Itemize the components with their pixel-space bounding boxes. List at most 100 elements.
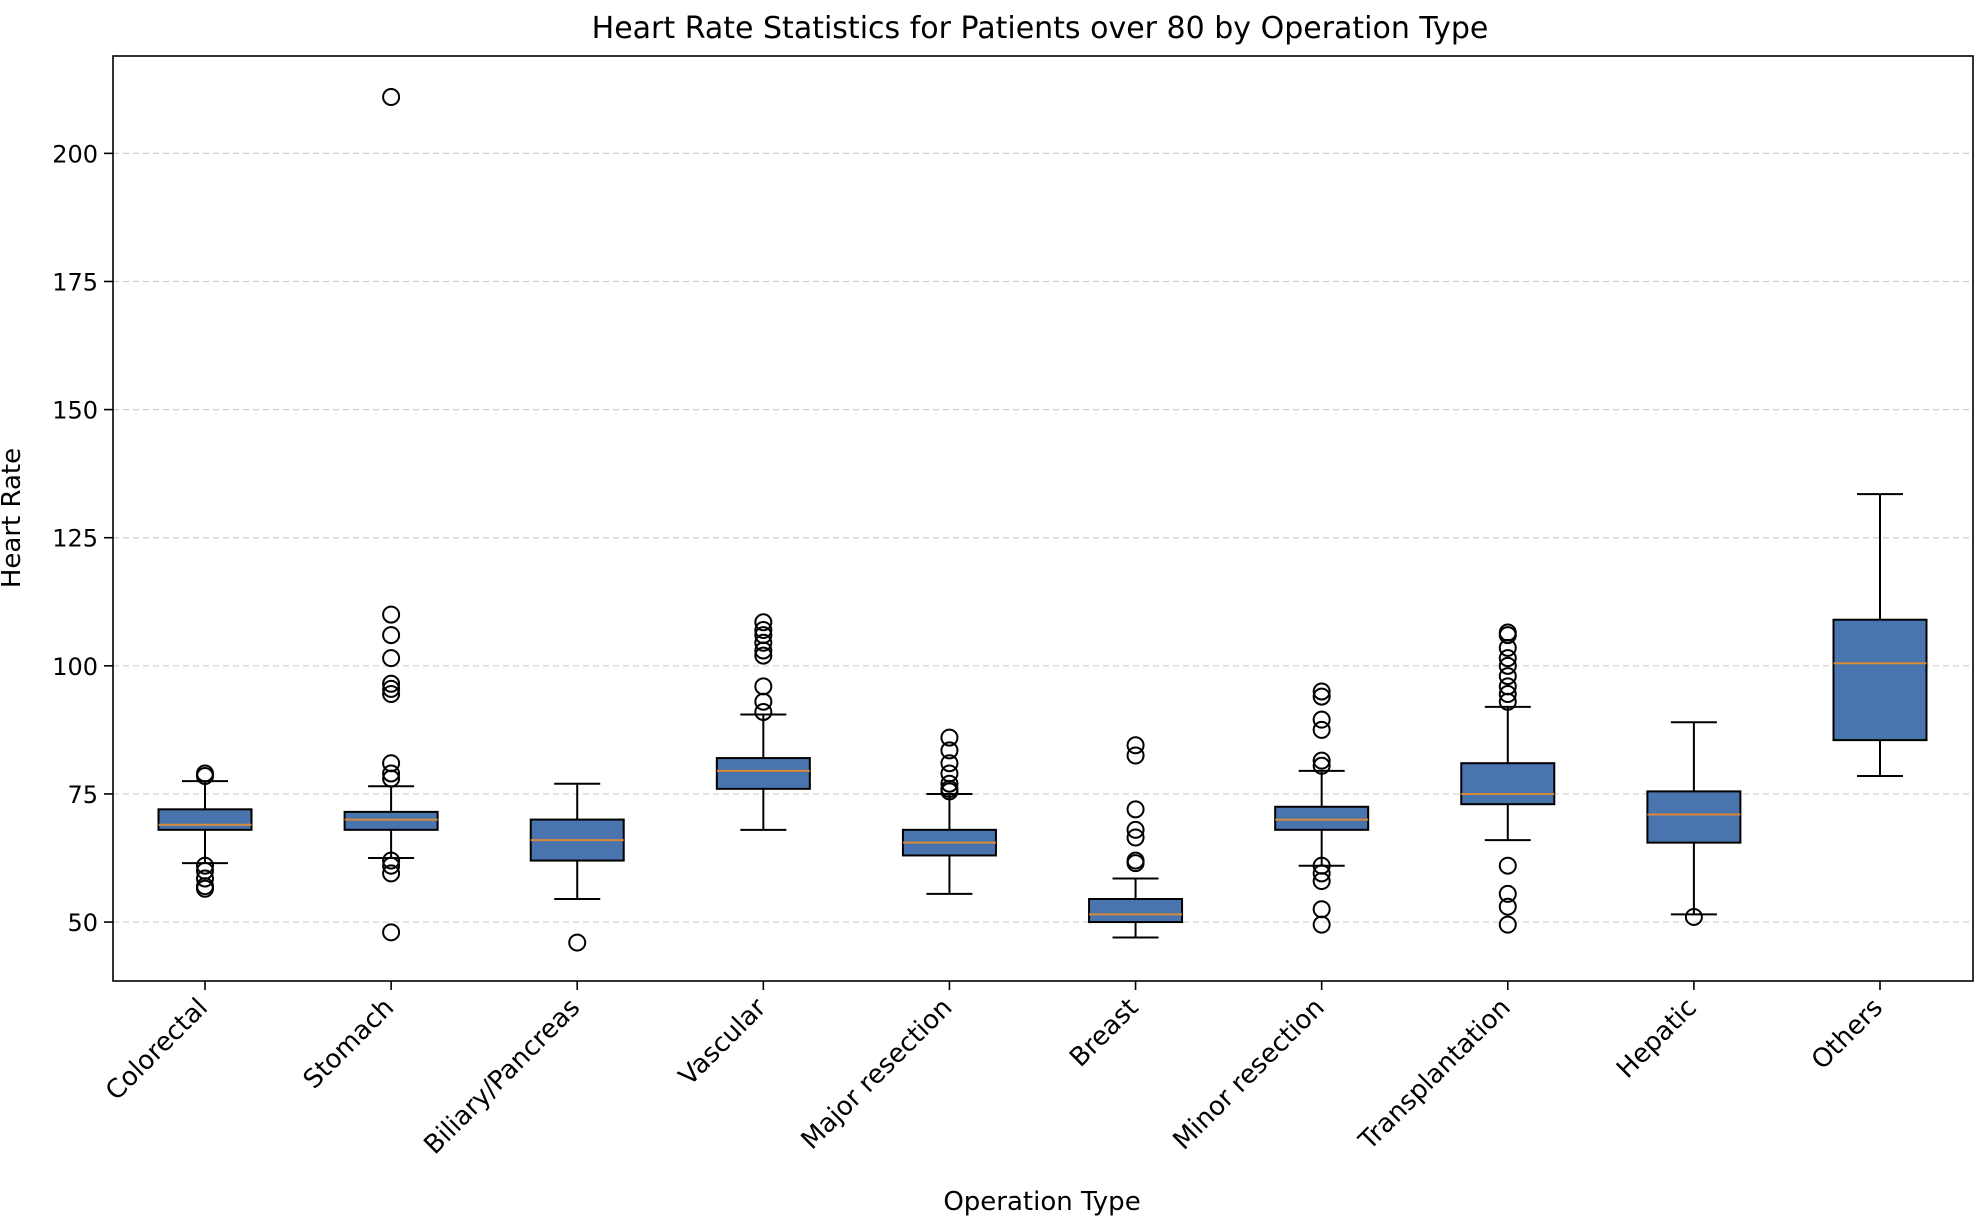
outlier-point: [1126, 746, 1145, 765]
outlier-point: [1312, 720, 1331, 739]
box-group-0: [157, 764, 253, 898]
y-axis: 50 75 100 125 150 175 200: [52, 140, 113, 937]
y-tick-label-200: 200: [52, 140, 98, 168]
outlier-point: [382, 864, 401, 883]
outlier-point: [1498, 677, 1517, 696]
outlier-point: [1684, 907, 1703, 926]
iqr-box: [715, 757, 811, 790]
outlier-point: [1312, 900, 1331, 919]
outlier-point: [382, 649, 401, 668]
outlier-point: [1312, 864, 1331, 883]
outlier-point: [196, 764, 214, 783]
outlier-point: [382, 856, 401, 875]
outlier-point: [196, 856, 214, 875]
x-tick-label-4: Major resection: [796, 993, 959, 1156]
outlier-point: [382, 851, 401, 870]
outlier-point: [754, 677, 773, 696]
outlier-point: [382, 685, 401, 704]
outlier-point: [382, 679, 401, 698]
outlier-point: [1498, 915, 1517, 934]
outlier-point: [940, 774, 959, 793]
chart-title: Heart Rate Statistics for Patients over …: [592, 11, 1489, 46]
plot-frame: [112, 55, 1974, 982]
iqr-box: [157, 808, 253, 831]
x-tick-label-6: Minor resection: [1167, 993, 1330, 1156]
outlier-point: [1312, 710, 1331, 729]
y-tick-label-100: 100: [52, 653, 98, 681]
x-tick-label-9: Others: [1806, 993, 1889, 1076]
box-group-3: [715, 613, 811, 831]
box-group-6: [1274, 682, 1370, 934]
box-group-2: [529, 782, 625, 952]
x-tick-label-8: Hepatic: [1611, 993, 1703, 1085]
y-tick-label-150: 150: [52, 397, 98, 425]
box-series: [157, 87, 1928, 952]
y-tick-label-175: 175: [52, 268, 98, 296]
outlier-point: [1498, 667, 1517, 686]
outlier-point: [940, 754, 959, 773]
outlier-point: [1126, 820, 1145, 839]
outlier-point: [940, 741, 959, 760]
outlier-point: [382, 754, 401, 773]
outlier-point: [754, 646, 773, 665]
iqr-box: [1832, 618, 1928, 742]
outlier-point: [1498, 649, 1517, 668]
iqr-box: [1460, 762, 1556, 806]
x-tick-label-7: Transplantation: [1353, 993, 1517, 1157]
outlier-point: [1312, 915, 1331, 934]
x-axis: Colorectal Stomach Biliary/Pancreas Vascula…: [100, 981, 1889, 1160]
box-group-9: [1832, 493, 1928, 778]
iqr-box: [1088, 898, 1184, 924]
iqr-box: [1274, 805, 1370, 831]
x-axis-label: Operation Type: [943, 1187, 1140, 1217]
outlier-point: [1312, 756, 1331, 775]
outlier-point: [382, 87, 401, 106]
outlier-point: [382, 674, 401, 693]
outlier-point: [1126, 828, 1145, 847]
box-group-7: [1460, 623, 1556, 934]
outlier-point: [1126, 851, 1145, 870]
y-tick-label-75: 75: [67, 781, 98, 809]
outlier-point: [1126, 800, 1145, 819]
outlier-point: [382, 626, 401, 645]
outlier-point: [754, 626, 773, 645]
outlier-point: [940, 728, 959, 747]
outlier-point: [754, 620, 773, 639]
box-group-8: [1646, 721, 1742, 926]
outlier-point: [754, 613, 773, 632]
outlier-point: [1498, 897, 1517, 916]
box-group-5: [1088, 736, 1184, 939]
outlier-point: [1312, 687, 1331, 706]
outlier-point: [1312, 682, 1331, 701]
x-tick-label-1: Stomach: [298, 993, 400, 1095]
outlier-point: [1312, 856, 1331, 875]
y-axis-label: Heart Rate: [0, 448, 27, 588]
outlier-point: [1498, 685, 1517, 704]
x-tick-label-2: Biliary/Pancreas: [419, 993, 587, 1161]
outlier-point: [196, 861, 214, 880]
outlier-point: [754, 633, 773, 652]
outlier-point: [568, 933, 587, 952]
outlier-point: [382, 923, 401, 942]
outlier-point: [1498, 656, 1517, 675]
outlier-point: [1498, 884, 1517, 903]
outlier-point: [940, 764, 959, 783]
outlier-point: [382, 605, 401, 624]
outlier-point: [754, 692, 773, 711]
y-tick-label-125: 125: [52, 525, 98, 553]
box-group-1: [343, 87, 439, 942]
x-tick-label-3: Vascular: [673, 993, 772, 1092]
box-group-4: [901, 728, 997, 895]
outlier-point: [382, 764, 401, 783]
y-tick-label-50: 50: [67, 909, 98, 937]
x-tick-label-0: Colorectal: [100, 993, 214, 1107]
iqr-box: [1646, 790, 1742, 844]
grid-lines: [113, 152, 1973, 923]
outlier-point: [196, 869, 214, 888]
outlier-point: [1126, 736, 1145, 755]
outlier-point: [1498, 856, 1517, 875]
outlier-point: [1498, 623, 1517, 642]
x-tick-label-5: Breast: [1064, 993, 1144, 1073]
outlier-point: [1312, 751, 1331, 770]
